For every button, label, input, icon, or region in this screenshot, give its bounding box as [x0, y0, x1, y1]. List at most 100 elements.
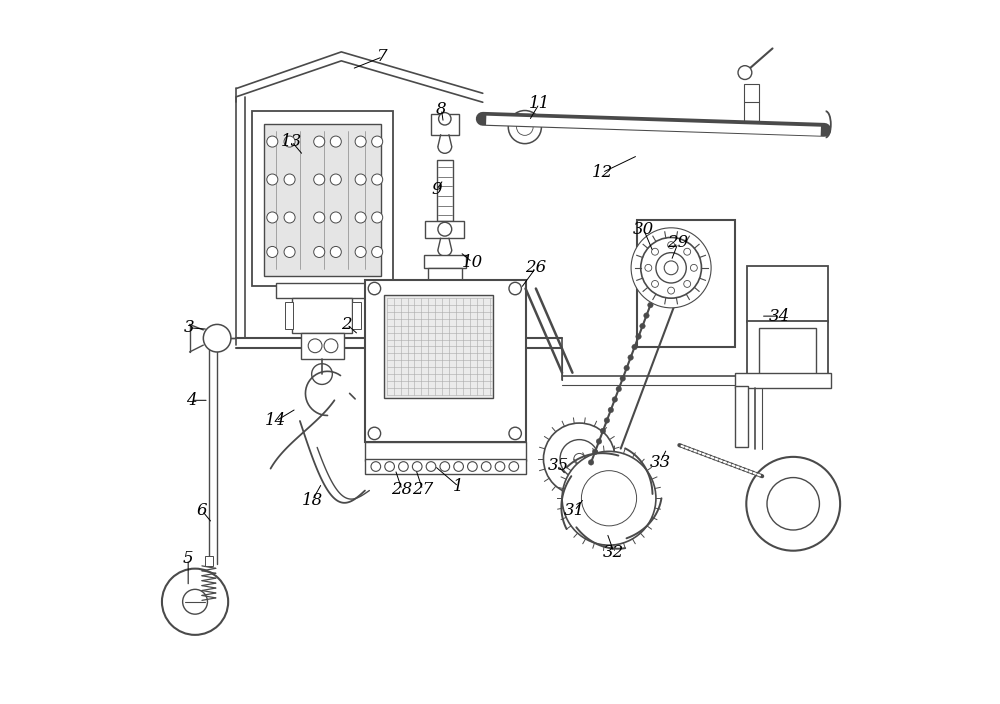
Text: 8: 8 [436, 101, 447, 118]
Circle shape [604, 417, 610, 423]
Circle shape [652, 249, 658, 255]
Circle shape [438, 222, 452, 236]
Text: 32: 32 [603, 543, 624, 560]
Circle shape [612, 397, 618, 402]
Bar [352, 302, 361, 329]
Bar [428, 268, 462, 280]
Bar [365, 459, 526, 474]
Text: 28: 28 [391, 482, 413, 498]
Circle shape [267, 246, 278, 258]
Circle shape [385, 462, 394, 472]
Circle shape [314, 174, 325, 185]
Circle shape [509, 282, 521, 295]
Circle shape [664, 261, 678, 275]
Circle shape [330, 246, 341, 258]
Circle shape [372, 174, 383, 185]
Circle shape [644, 313, 649, 318]
Circle shape [372, 246, 383, 258]
Text: 10: 10 [462, 254, 483, 271]
Circle shape [656, 253, 686, 283]
Circle shape [640, 323, 645, 329]
Circle shape [738, 65, 752, 80]
Bar [285, 302, 293, 329]
Bar [735, 372, 831, 388]
Text: 27: 27 [412, 482, 433, 498]
Bar [384, 296, 493, 398]
Circle shape [495, 462, 505, 472]
Circle shape [596, 439, 602, 444]
Text: 5: 5 [183, 551, 193, 567]
Circle shape [592, 449, 598, 455]
Circle shape [648, 302, 653, 308]
Circle shape [581, 471, 637, 526]
Text: 31: 31 [564, 502, 585, 519]
Bar [205, 555, 213, 566]
Circle shape [284, 174, 295, 185]
Circle shape [284, 212, 295, 223]
Bar [365, 441, 526, 461]
Bar [292, 298, 352, 333]
Circle shape [426, 462, 436, 472]
Circle shape [690, 265, 697, 271]
Circle shape [308, 339, 322, 353]
Circle shape [399, 462, 408, 472]
Circle shape [588, 460, 594, 465]
Circle shape [355, 212, 366, 223]
Circle shape [668, 287, 675, 294]
Circle shape [668, 241, 675, 249]
Circle shape [162, 569, 228, 635]
Circle shape [267, 174, 278, 185]
Circle shape [481, 462, 491, 472]
Circle shape [314, 246, 325, 258]
Bar [747, 321, 828, 384]
Circle shape [454, 462, 463, 472]
Circle shape [620, 376, 625, 382]
Circle shape [608, 407, 614, 413]
Circle shape [624, 365, 629, 371]
Circle shape [767, 477, 819, 530]
Text: 35: 35 [547, 458, 569, 474]
Circle shape [355, 174, 366, 185]
Bar [735, 386, 748, 447]
Circle shape [355, 136, 366, 147]
Circle shape [330, 174, 341, 185]
Text: 33: 33 [649, 454, 671, 471]
Circle shape [314, 136, 325, 147]
Text: 34: 34 [769, 308, 790, 325]
Circle shape [439, 113, 451, 125]
Circle shape [267, 212, 278, 223]
Circle shape [616, 386, 622, 391]
Circle shape [372, 212, 383, 223]
Text: 14: 14 [265, 413, 286, 429]
Bar [744, 84, 759, 101]
Bar [252, 111, 393, 287]
Text: 3: 3 [184, 320, 195, 337]
Circle shape [562, 451, 656, 545]
Text: 9: 9 [431, 182, 442, 199]
Circle shape [368, 427, 381, 439]
Circle shape [684, 280, 691, 287]
Circle shape [560, 439, 599, 478]
Circle shape [468, 462, 477, 472]
Circle shape [652, 280, 658, 287]
Text: 30: 30 [633, 220, 654, 238]
Text: 4: 4 [186, 392, 196, 409]
Bar [637, 220, 735, 347]
Circle shape [509, 427, 521, 439]
Circle shape [284, 136, 295, 147]
Circle shape [412, 462, 422, 472]
Circle shape [372, 136, 383, 147]
Circle shape [368, 282, 381, 295]
Circle shape [314, 212, 325, 223]
Circle shape [330, 136, 341, 147]
Circle shape [371, 462, 381, 472]
Text: 11: 11 [529, 95, 550, 112]
Bar [747, 265, 828, 322]
Circle shape [508, 111, 541, 144]
Text: 1: 1 [453, 478, 464, 495]
Text: 26: 26 [525, 259, 547, 277]
Circle shape [645, 265, 652, 271]
Bar [301, 333, 344, 359]
Circle shape [543, 423, 615, 495]
Circle shape [517, 119, 533, 135]
